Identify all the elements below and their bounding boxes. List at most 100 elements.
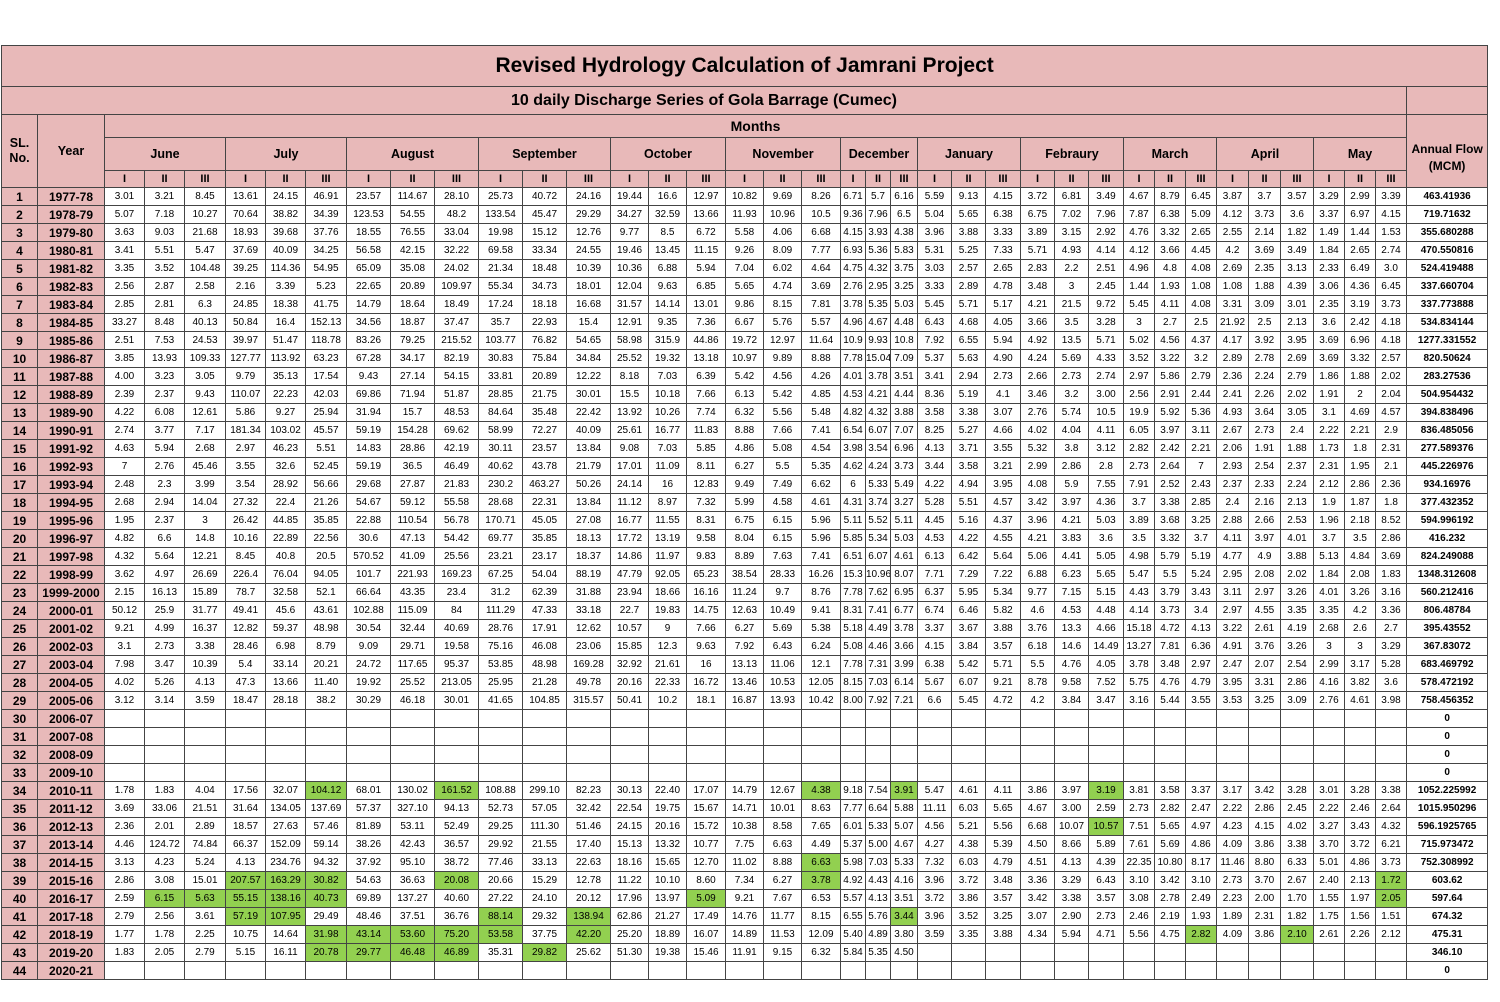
- discharge-value-cell: 7.78: [840, 583, 866, 602]
- discharge-value-cell: 35.85: [522, 529, 567, 548]
- discharge-value-cell: 4.79: [1185, 673, 1217, 692]
- discharge-value-cell: 1.8: [1375, 493, 1407, 512]
- discharge-value-cell: 4.32: [104, 547, 145, 566]
- discharge-value-cell: 12.62: [566, 619, 611, 638]
- discharge-value-cell: 3.1: [104, 637, 145, 656]
- discharge-value-cell: 1.88: [1280, 439, 1314, 458]
- discharge-value-cell: 2.97: [1185, 655, 1217, 674]
- discharge-value-cell: 94.32: [305, 853, 347, 872]
- discharge-value-cell: 39.68: [265, 223, 306, 242]
- discharge-value-cell: 4.38: [801, 781, 841, 800]
- discharge-value-cell: 2.86: [104, 871, 145, 890]
- discharge-value-cell: 3.11: [1185, 421, 1217, 440]
- discharge-value-cell: 17.56: [225, 781, 266, 800]
- sub-period-header: II: [648, 170, 687, 188]
- discharge-value-cell: 11.15: [686, 241, 726, 260]
- discharge-value-cell: 36.76: [434, 907, 479, 926]
- serial-number-cell: 37: [1, 835, 38, 854]
- discharge-value-cell: 1.96: [1313, 511, 1345, 530]
- discharge-value-cell: 5.35: [865, 295, 891, 314]
- discharge-value-cell: 92.05: [648, 565, 687, 584]
- discharge-value-cell: 22.40: [648, 781, 687, 800]
- discharge-value-cell: 4.05: [985, 313, 1021, 332]
- discharge-value-cell: [522, 961, 567, 980]
- discharge-value-cell: 9.21: [985, 673, 1021, 692]
- discharge-value-cell: 5.51: [305, 439, 347, 458]
- table-row: 27 2003-04 7.98 3.47 10.39 5.4 33.14 20.21 24.72…: [1, 655, 1489, 674]
- serial-number-cell: 27: [1, 655, 38, 674]
- discharge-value-cell: 7.87: [1123, 205, 1155, 224]
- discharge-value-cell: [1123, 943, 1155, 962]
- discharge-value-cell: 1.70: [1280, 889, 1314, 908]
- discharge-value-cell: 11.09: [648, 457, 687, 476]
- discharge-value-cell: 2.7: [1154, 313, 1186, 332]
- discharge-value-cell: 38.82: [265, 205, 306, 224]
- discharge-value-cell: 2.87: [144, 277, 185, 296]
- discharge-value-cell: 3.10: [1123, 871, 1155, 890]
- discharge-value-cell: 54.42: [434, 529, 479, 548]
- discharge-value-cell: 2.69: [1280, 349, 1314, 368]
- discharge-value-cell: 4.21: [1020, 295, 1055, 314]
- discharge-value-cell: 1.44: [1344, 223, 1376, 242]
- discharge-value-cell: 6.07: [951, 673, 986, 692]
- discharge-value-cell: 94.13: [434, 799, 479, 818]
- discharge-value-cell: 2.35: [1248, 259, 1281, 278]
- discharge-value-cell: 6.75: [725, 511, 764, 530]
- discharge-value-cell: 16.72: [686, 673, 726, 692]
- discharge-value-cell: 3.66: [1154, 241, 1186, 260]
- discharge-value-cell: [865, 709, 891, 728]
- discharge-value-cell: 2.74: [1375, 241, 1407, 260]
- discharge-value-cell: 2.04: [1375, 385, 1407, 404]
- discharge-value-cell: 25.52: [390, 673, 435, 692]
- discharge-value-cell: 2.6: [1344, 619, 1376, 638]
- discharge-value-cell: 56.66: [305, 475, 347, 494]
- discharge-value-cell: 2.46: [1123, 907, 1155, 926]
- discharge-value-cell: 48.53: [434, 403, 479, 422]
- discharge-value-cell: 5.36: [865, 241, 891, 260]
- discharge-value-cell: 15.85: [610, 637, 649, 656]
- discharge-value-cell: 21.83: [434, 475, 479, 494]
- discharge-value-cell: 14.71: [725, 799, 764, 818]
- discharge-value-cell: 24.53: [184, 331, 226, 350]
- discharge-value-cell: 71.94: [390, 385, 435, 404]
- discharge-value-cell: 35.31: [478, 943, 523, 962]
- year-cell: 2004-05: [37, 673, 105, 692]
- discharge-value-cell: 3.14: [144, 691, 185, 710]
- discharge-value-cell: 6.03: [951, 853, 986, 872]
- annual-flow-cell: 355.680288: [1405, 223, 1489, 242]
- discharge-value-cell: 48.98: [522, 655, 567, 674]
- discharge-value-cell: 11.77: [763, 907, 802, 926]
- discharge-value-cell: 5.00: [865, 835, 891, 854]
- discharge-value-cell: 9.77: [610, 223, 649, 242]
- discharge-value-cell: [1375, 745, 1407, 764]
- discharge-value-cell: 4.82: [104, 529, 145, 548]
- discharge-value-cell: [305, 727, 347, 746]
- discharge-value-cell: 4.62: [840, 457, 866, 476]
- discharge-value-cell: 65.09: [346, 259, 391, 278]
- discharge-value-cell: 29.29: [566, 205, 611, 224]
- discharge-value-cell: 57.46: [305, 817, 347, 836]
- year-cell: 2006-07: [37, 709, 105, 728]
- discharge-value-cell: 16.26: [801, 565, 841, 584]
- discharge-value-cell: 12.22: [566, 367, 611, 386]
- discharge-value-cell: 109.97: [434, 277, 479, 296]
- discharge-value-cell: 4.57: [985, 493, 1021, 512]
- discharge-value-cell: 3.01: [104, 187, 145, 206]
- discharge-value-cell: 5.67: [917, 673, 952, 692]
- discharge-value-cell: 3.32: [1344, 349, 1376, 368]
- discharge-value-cell: 5.71: [951, 295, 986, 314]
- discharge-value-cell: 4.69: [1344, 403, 1376, 422]
- discharge-value-cell: 2.73: [1123, 457, 1155, 476]
- discharge-value-cell: 6.43: [1088, 871, 1124, 890]
- discharge-value-cell: 67.25: [478, 565, 523, 584]
- discharge-value-cell: 43.61: [305, 601, 347, 620]
- discharge-value-cell: 7.49: [763, 475, 802, 494]
- discharge-value-cell: [478, 727, 523, 746]
- discharge-value-cell: 3.41: [917, 367, 952, 386]
- serial-number-cell: 10: [1, 349, 38, 368]
- discharge-value-cell: 65.23: [686, 565, 726, 584]
- discharge-value-cell: 24.85: [225, 295, 266, 314]
- discharge-value-cell: 11.91: [725, 943, 764, 962]
- subtitle-blank-cell: [1405, 86, 1489, 115]
- discharge-value-cell: 3.95: [1280, 331, 1314, 350]
